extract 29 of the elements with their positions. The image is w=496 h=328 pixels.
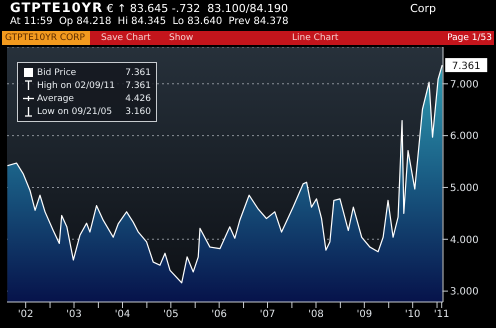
chart-title: GTPTE10YR € ↑ 83.645 -.732 83.100/84.190 bbox=[10, 1, 288, 16]
x-tick-label: '07 bbox=[260, 309, 276, 320]
text: Average 4.426 bbox=[37, 94, 151, 104]
x-tick-label: '08 bbox=[308, 309, 324, 320]
y-tick-label: 3.000 bbox=[450, 286, 479, 298]
annotation: 7.361 bbox=[125, 68, 151, 78]
x-tick-label: '09 bbox=[356, 309, 372, 320]
x-tick-label: '05 bbox=[163, 309, 179, 320]
x-tick-label: '04 bbox=[114, 309, 130, 320]
text: GTPTE10YR CORP bbox=[2, 31, 90, 45]
x-tick-label: '10 bbox=[404, 309, 420, 320]
annotation: 7.361 bbox=[452, 61, 481, 72]
x-tick-label: '06 bbox=[211, 309, 227, 320]
y-tick-label: 6.000 bbox=[450, 131, 479, 142]
text: Show bbox=[169, 32, 194, 45]
y-tick-label: 4.000 bbox=[450, 234, 479, 246]
chart-subtitle: At 11:59 Op 84.218 Hi 84.345 Lo 83.640 Prev 84.378 bbox=[10, 16, 289, 27]
legend-label: Bid Price bbox=[37, 68, 78, 78]
x-tick-label: '11 bbox=[434, 309, 450, 320]
text: Line Chart bbox=[292, 32, 338, 45]
annotation: High on 02/09/11 7.361 bbox=[37, 80, 151, 90]
x-tick-label: '02 bbox=[18, 309, 34, 320]
text: Low on 09/21/05 3.160 bbox=[37, 106, 151, 116]
text: Corp bbox=[410, 2, 436, 15]
text: Save Chart bbox=[101, 32, 151, 45]
x-tick-label: '03 bbox=[66, 309, 82, 320]
text: Page 1/53 bbox=[447, 32, 492, 45]
y-tick-label: 7.000 bbox=[450, 79, 479, 90]
y-tick-label: 5.000 bbox=[450, 183, 479, 194]
